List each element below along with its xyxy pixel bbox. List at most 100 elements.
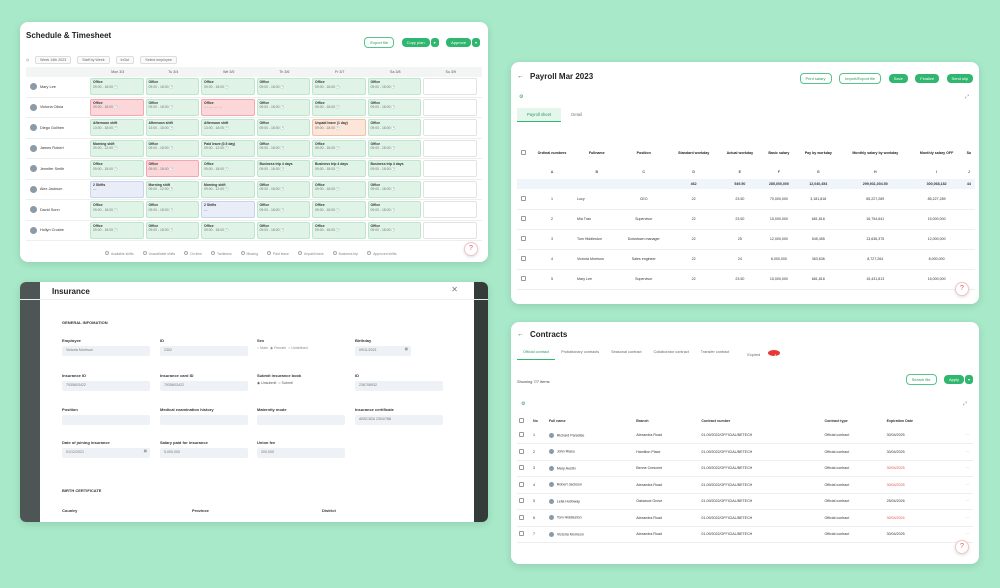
- shift-cell[interactable]: Office 09:00 - 18:00 🕑: [256, 78, 310, 96]
- cell-text[interactable]: Leila Holloway: [556, 499, 580, 504]
- shift-cell[interactable]: Office 09:00 - 18:00 🕑: [145, 221, 199, 239]
- back-arrow-icon[interactable]: ←: [517, 72, 524, 80]
- row-checkbox[interactable]: [520, 276, 526, 281]
- shift-cell[interactable]: Office 09:00 - 18:00 🕑: [256, 139, 310, 157]
- shift-cell[interactable]: Office 09:00 - 18:00 🕑: [367, 78, 421, 96]
- approve-button[interactable]: Approve: [446, 38, 471, 47]
- send-slip-button[interactable]: Send slip: [946, 74, 973, 83]
- shift-cell[interactable]: Office 09:00 - 18:00 🕑: [367, 180, 421, 198]
- shift-cell[interactable]: Office 09:00 - 18:00 🕑: [145, 98, 199, 116]
- chevron-down-icon[interactable]: ▾: [964, 375, 973, 384]
- expand-icon[interactable]: ⤢: [962, 401, 967, 407]
- finalize-button[interactable]: Finalize: [915, 74, 940, 83]
- shift-cell[interactable]: Office 09:00 - 18:00 🕑: [312, 221, 366, 239]
- shift-cell[interactable]: Office 09:00 - 18:00 🕑: [312, 180, 366, 198]
- cell-text[interactable]: Victoria Morrison: [556, 532, 584, 537]
- shift-cell[interactable]: Paid leave (0.5 day) 09:00 - 12:00 🕑: [201, 139, 255, 157]
- back-arrow-icon[interactable]: ←: [517, 331, 524, 338]
- calendar-icon[interactable]: ◷: [26, 58, 30, 62]
- shift-cell[interactable]: Office 09:00 - 18:00 🕑: [90, 221, 144, 239]
- shift-cell[interactable]: Office 09:00 - 18:00 🕑: [145, 160, 199, 178]
- employee-name[interactable]: Mary Lee: [26, 83, 90, 91]
- shift-cell[interactable]: Office 09:00 - 18:00 🕑: [145, 139, 199, 157]
- shift-cell[interactable]: Office 09:00 - 18:00 🕑: [367, 139, 421, 157]
- shift-cell[interactable]: Office 09:00 - 18:00 🕑: [256, 119, 310, 137]
- shift-cell[interactable]: Afternoon shift 13:00 - 18:00 🕑: [145, 119, 199, 137]
- shift-cell[interactable]: [423, 160, 477, 178]
- tab-official[interactable]: Official contract: [517, 347, 556, 360]
- shift-cell[interactable]: Office -- : -- - -- : --: [201, 98, 255, 116]
- shift-cell[interactable]: [423, 78, 477, 96]
- shift-cell[interactable]: Office 09:00 - 18:00 🕑: [90, 98, 144, 116]
- shift-cell[interactable]: Unpaid leave (1 day) 09:00 - 18:00 🕑: [312, 119, 366, 137]
- row-checkbox[interactable]: [519, 498, 524, 504]
- employee-name[interactable]: Alex Jackson: [26, 185, 90, 193]
- row-checkbox[interactable]: [520, 195, 526, 201]
- row-checkbox[interactable]: [519, 514, 524, 520]
- row-checkbox[interactable]: [520, 236, 526, 241]
- tab-probationary[interactable]: Probationary contracts: [561, 350, 600, 354]
- shift-cell[interactable]: Afternoon shift 13:00 - 18:00 🕑: [90, 119, 144, 137]
- shift-cell[interactable]: Morning shift 09:00 - 12:00 🕑: [145, 180, 199, 198]
- shift-cell[interactable]: Office 09:00 - 18:00 🕑: [201, 221, 255, 239]
- cell-text[interactable]: Mary Austin: [556, 466, 576, 471]
- more-icon[interactable]: ···: [950, 460, 973, 477]
- tab-expired[interactable]: Expired 4: [735, 347, 786, 360]
- shift-cell[interactable]: Office 09:00 - 18:00 🕑: [256, 98, 310, 116]
- tab-collaborator[interactable]: Collaborator contract: [653, 350, 689, 354]
- employee-name[interactable]: James Robert: [26, 144, 90, 152]
- shift-cell[interactable]: Office 09:00 - 18:00 🕑: [256, 180, 310, 198]
- more-icon[interactable]: ···: [950, 493, 973, 510]
- copy-plan-button[interactable]: Copy plan: [401, 38, 430, 47]
- settings-icon[interactable]: ⚙: [521, 401, 526, 407]
- chevron-down-icon[interactable]: ▾: [430, 38, 439, 47]
- shift-cell[interactable]: 2 Shifts —: [90, 180, 144, 198]
- row-checkbox[interactable]: [519, 481, 524, 487]
- row-checkbox[interactable]: [519, 432, 524, 437]
- employee-name[interactable]: Hollyn Crosbe: [26, 226, 90, 234]
- tab-payroll-sheet[interactable]: Payroll sheet: [517, 108, 562, 122]
- cell-text[interactable]: John Riasu: [556, 449, 575, 454]
- more-icon[interactable]: ···: [950, 427, 973, 444]
- employee-name[interactable]: Jennifer Smith: [26, 165, 90, 173]
- shift-cell[interactable]: Office 09:00 - 18:00 🕑: [201, 160, 255, 178]
- shift-cell[interactable]: Morning shift 09:00 - 12:00 🕑: [201, 180, 255, 198]
- save-button[interactable]: Save: [888, 74, 908, 83]
- shift-cell[interactable]: [423, 201, 477, 219]
- shift-cell[interactable]: Afternoon shift 13:00 - 18:00 🕑: [201, 119, 255, 137]
- more-icon[interactable]: ···: [950, 476, 973, 494]
- shift-cell[interactable]: Office 09:00 - 18:00 🕑: [145, 78, 199, 96]
- row-checkbox[interactable]: [520, 256, 526, 261]
- shift-cell[interactable]: Office 09:00 - 18:00 🕑: [367, 98, 421, 116]
- shift-cell[interactable]: Office 09:00 - 18:00 🕑: [312, 98, 366, 116]
- row-checkbox[interactable]: [519, 448, 524, 454]
- close-icon[interactable]: ✕: [451, 285, 458, 294]
- shift-cell[interactable]: Office 09:00 - 18:00 🕑: [312, 139, 366, 157]
- shift-cell[interactable]: 2 Shifts —: [201, 201, 255, 219]
- shift-cell[interactable]: Office 09:00 - 18:00 🕑: [367, 221, 421, 239]
- shift-cell[interactable]: Office 09:00 - 18:00 🕑: [90, 160, 144, 178]
- cell-text[interactable]: Robert Jackson: [556, 482, 582, 487]
- shift-cell[interactable]: [423, 98, 477, 116]
- print-salary-button[interactable]: Print salary: [799, 73, 832, 84]
- cell-text[interactable]: Richard Paradise: [556, 432, 585, 437]
- shift-cell[interactable]: Office 09:00 - 18:00 🕑: [312, 201, 366, 219]
- week-select[interactable]: Week 14th 2023: [35, 56, 72, 64]
- shift-cell[interactable]: Office 09:00 - 18:00 🕑: [90, 201, 144, 219]
- chevron-down-icon[interactable]: ▾: [471, 38, 480, 47]
- import-export-button[interactable]: Import/Export file: [839, 73, 882, 84]
- shift-cell[interactable]: Morning shift 09:00 - 12:00 🕑: [90, 139, 144, 157]
- shift-cell[interactable]: Office 09:00 - 18:00 🕑: [312, 78, 366, 96]
- employee-name[interactable]: David Sonn: [26, 206, 90, 214]
- shift-cell[interactable]: Office 09:00 - 18:00 🕑: [367, 119, 421, 137]
- shift-cell[interactable]: [423, 119, 477, 137]
- employee-name[interactable]: Victoria Olivia: [26, 103, 90, 111]
- shift-cell[interactable]: [423, 139, 477, 157]
- employee-name[interactable]: Diego Gollhen: [26, 124, 90, 132]
- row-checkbox[interactable]: [519, 465, 524, 471]
- apply-button[interactable]: Apply: [943, 375, 964, 384]
- shift-cell[interactable]: Office 09:00 - 18:00 🕑: [201, 78, 255, 96]
- more-icon[interactable]: ···: [950, 443, 973, 461]
- cell-text[interactable]: Tom Hiddleston: [556, 515, 582, 520]
- help-icon[interactable]: ?: [464, 242, 478, 256]
